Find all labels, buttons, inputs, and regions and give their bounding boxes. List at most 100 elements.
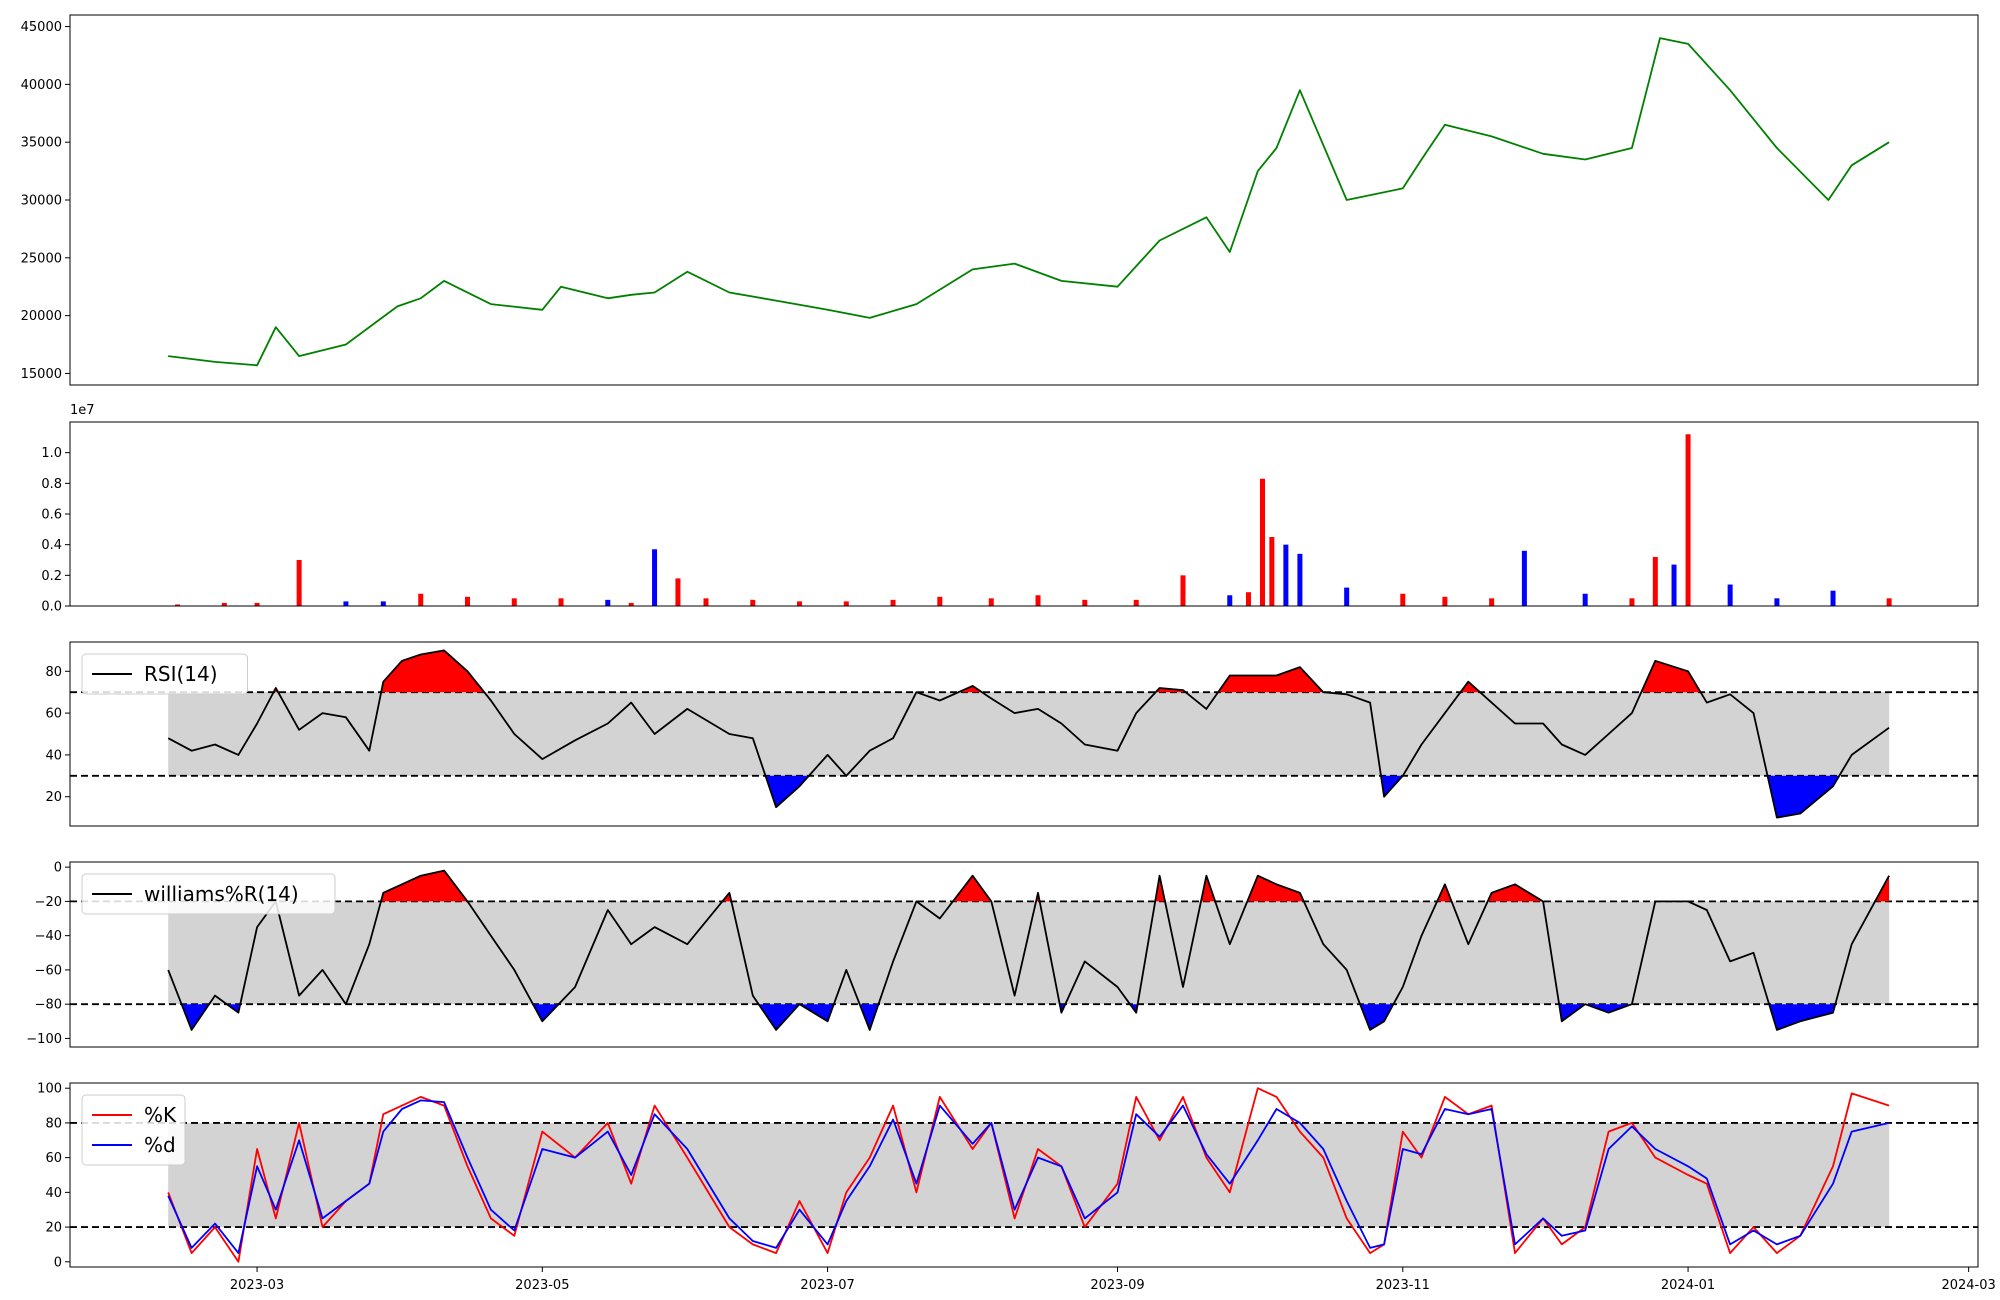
volume-bar (1227, 595, 1233, 606)
volume-bar (175, 604, 181, 606)
volume-bar (675, 578, 681, 606)
williams-overbought-fill (1247, 875, 1304, 902)
volume-bar (254, 602, 260, 606)
rsi-oversold-fill (1767, 775, 1840, 818)
volume-bar (1269, 537, 1275, 606)
volume-scale-label: 1e7 (70, 403, 95, 418)
volume-bar (797, 601, 803, 606)
volume-bar (296, 560, 302, 606)
williams-overbought-fill (952, 875, 992, 902)
williams-overbought-fill (1155, 875, 1165, 902)
volume-bar (1180, 575, 1186, 606)
volume-bar (1489, 598, 1495, 606)
williams-overbought-fill (1201, 875, 1216, 902)
price-ytick-label: 45000 (21, 20, 62, 35)
volume-bar (1133, 599, 1139, 606)
volume-bar (1582, 593, 1588, 606)
williams-neutral-band (168, 901, 1890, 1005)
volume-bar (380, 601, 386, 606)
price-ytick-label: 40000 (21, 78, 62, 93)
williams-legend-box (81, 873, 336, 915)
rsi-ytick-label: 40 (45, 748, 62, 763)
rsi-overbought-fill (1218, 667, 1324, 693)
volume-ytick-label: 0.6 (41, 508, 62, 523)
price-ytick-label: 15000 (21, 367, 62, 382)
williams-ytick-label: −20 (35, 895, 62, 910)
volume-bar (1035, 595, 1041, 606)
rsi-overbought-fill (958, 685, 982, 693)
williams-oversold-fill (1769, 1004, 1836, 1030)
williams-ytick-label: −80 (35, 998, 62, 1013)
volume-bar (221, 602, 227, 606)
stochastic-ytick-label: 80 (45, 1116, 62, 1131)
volume-bar (1082, 599, 1088, 606)
rsi-panel: 20 40 60 80 RSI(14) (45, 641, 1979, 827)
volume-bar (890, 599, 896, 606)
rsi-line (167, 649, 1890, 819)
volume-bar (1260, 478, 1265, 606)
stochastic-frame (69, 1082, 1979, 1268)
stochastic-ytick-label: 100 (37, 1082, 62, 1097)
volume-bar (1400, 593, 1406, 606)
volume-bar (1283, 544, 1289, 606)
volume-bar (418, 593, 424, 606)
volume-ytick-label: 0.2 (41, 569, 62, 584)
williams-oversold-fill (1585, 1004, 1632, 1013)
williams-oversold-fill (533, 1004, 559, 1022)
williams-frame (69, 861, 1979, 1048)
stochastic-panel: 0 20 40 60 80 100 %K %d (37, 1082, 1979, 1270)
volume-bar (1774, 598, 1780, 606)
stochastic-legend-label: %K (144, 1103, 177, 1127)
volume-bar (511, 598, 517, 606)
date-tick-label: 2023-07 (800, 1278, 854, 1293)
date-axis: 2023-03 2023-05 2023-07 2023-09 2023-11 2024-… (230, 1267, 1996, 1293)
price-line (168, 37, 1890, 367)
price-ytick-label: 35000 (21, 136, 62, 151)
date-tick-label: 2024-01 (1661, 1278, 1715, 1293)
volume-bar (1442, 596, 1448, 606)
price-ytick-label: 30000 (21, 194, 62, 209)
rsi-oversold-fill (765, 775, 809, 808)
volume-bar (703, 598, 709, 606)
williams-ytick-label: −40 (35, 929, 62, 944)
volume-bar (1652, 556, 1658, 606)
volume-bar (628, 602, 634, 606)
rsi-legend-label: RSI(14) (144, 662, 218, 686)
stochastic-ytick-label: 60 (45, 1151, 62, 1166)
williams-line (167, 869, 1890, 1031)
williams-legend-label: williams%R(14) (144, 882, 299, 906)
williams-oversold-fill (859, 1004, 879, 1030)
williams-overbought-fill (1437, 884, 1452, 902)
volume-bar (465, 596, 470, 606)
williams-oversold-fill (181, 1004, 210, 1030)
date-tick-label: 2023-09 (1090, 1278, 1144, 1293)
williams-overbought-fill (1487, 884, 1544, 902)
volume-ytick-label: 0.8 (41, 477, 62, 492)
volume-bar (1830, 590, 1836, 606)
rsi-neutral-band (168, 692, 1890, 776)
stochastic-d-line (167, 1099, 1890, 1254)
rsi-legend-box (81, 653, 248, 695)
price-panel: 15000 20000 25000 30000 35000 40000 45000 (21, 14, 1979, 386)
price-ytick-label: 20000 (21, 309, 62, 324)
volume-ytick-label: 0.4 (41, 538, 62, 553)
williams-r-panel: −100 −80 −60 −40 −20 0 williams%R(14) (26, 861, 1979, 1048)
williams-ytick-label: −100 (26, 1032, 62, 1047)
volume-bar (1245, 592, 1251, 606)
volume-bar (843, 601, 849, 606)
volume-bar (1886, 598, 1892, 606)
williams-ytick-label: 0 (54, 861, 62, 876)
rsi-ytick-label: 80 (45, 665, 62, 680)
stochastic-legend-box (81, 1094, 186, 1166)
rsi-ytick-label: 60 (45, 707, 62, 722)
stochastic-ytick-label: 20 (45, 1221, 62, 1236)
date-tick-label: 2023-11 (1376, 1278, 1430, 1293)
volume-bar (1685, 434, 1691, 606)
volume-bar (750, 599, 756, 606)
volume-bar (1727, 584, 1733, 606)
rsi-overbought-fill (1641, 660, 1701, 693)
rsi-overbought-fill (1460, 681, 1480, 693)
date-tick-label: 2023-03 (230, 1278, 284, 1293)
rsi-ytick-label: 20 (45, 790, 62, 805)
